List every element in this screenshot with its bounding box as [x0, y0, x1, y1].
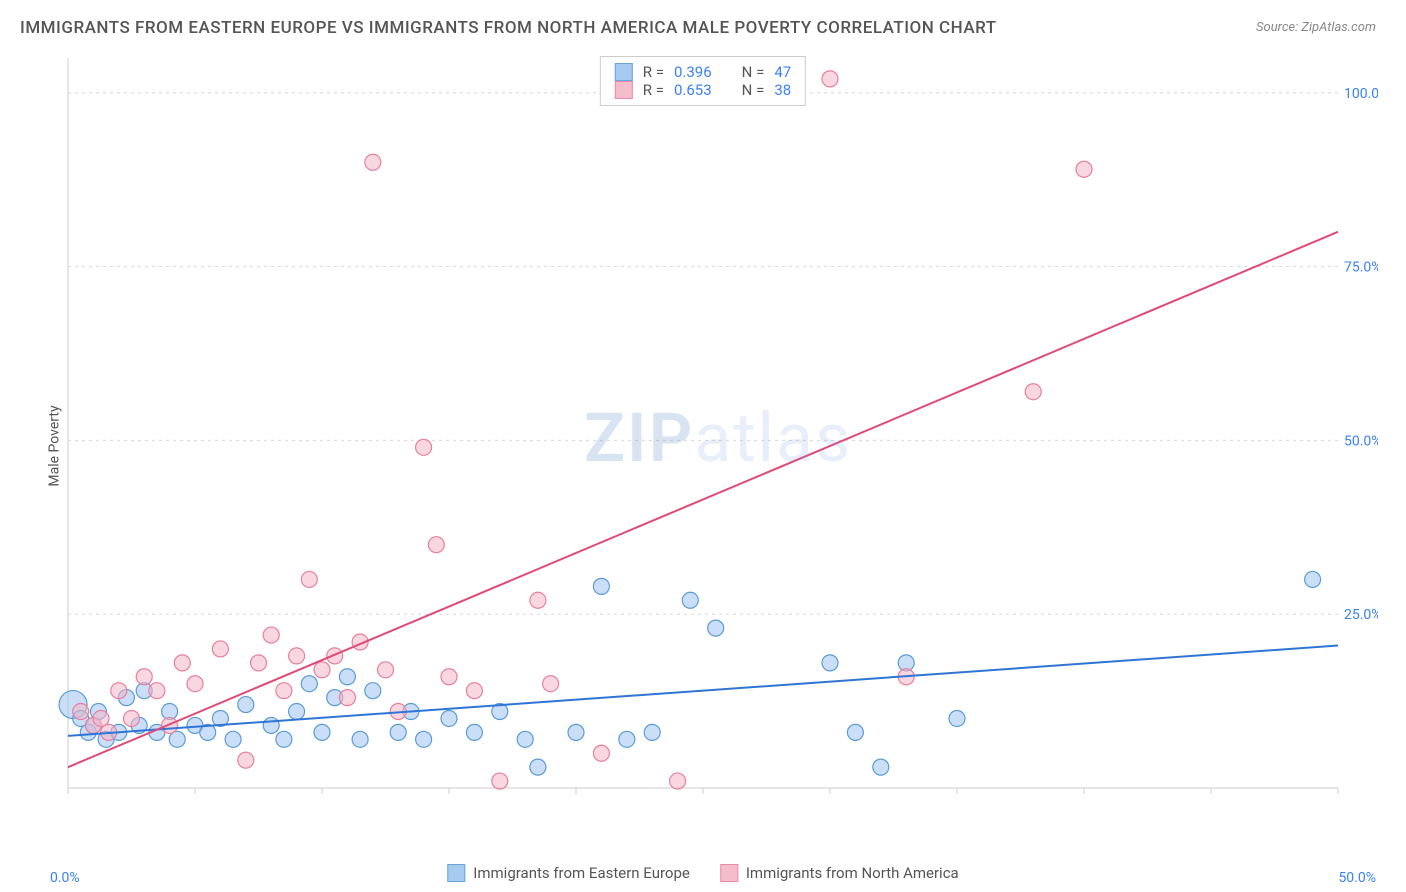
svg-text:100.0%: 100.0%	[1344, 86, 1378, 102]
legend-series: Immigrants from Eastern Europe Immigrant…	[447, 864, 958, 882]
legend-swatch-pink	[720, 864, 738, 882]
legend-swatch-pink	[615, 81, 633, 99]
svg-text:50.0%: 50.0%	[1344, 433, 1378, 449]
legend-item-north-america: Immigrants from North America	[720, 864, 959, 882]
svg-text:75.0%: 75.0%	[1344, 260, 1378, 276]
r-value-1: 0.396	[674, 63, 712, 81]
n-value-1: 47	[774, 63, 791, 81]
legend-label: Immigrants from Eastern Europe	[473, 864, 690, 882]
legend-item-eastern-europe: Immigrants from Eastern Europe	[447, 864, 690, 882]
n-label: N =	[742, 63, 765, 81]
n-value-2: 38	[774, 81, 791, 99]
legend-swatch-blue	[615, 63, 633, 81]
scatter-chart: 25.0% 50.0% 75.0% 100.0%	[58, 48, 1378, 828]
legend-label: Immigrants from North America	[746, 864, 959, 882]
source-label: Source: ZipAtlas.com	[1256, 20, 1376, 35]
r-label: R =	[643, 63, 664, 81]
legend-stats: R = 0.396 N = 47 R = 0.653 N = 38	[600, 56, 806, 106]
r-value-2: 0.653	[674, 81, 712, 99]
chart-title: IMMIGRANTS FROM EASTERN EUROPE VS IMMIGR…	[20, 18, 997, 38]
x-tick-0: 0.0%	[50, 870, 80, 886]
chart-area: 25.0%50.0%75.0%100.0% ZIPatlas	[58, 48, 1378, 828]
svg-text:25.0%: 25.0%	[1344, 607, 1378, 623]
r-label: R =	[643, 81, 664, 99]
legend-swatch-blue	[447, 864, 465, 882]
x-tick-50: 50.0%	[1338, 870, 1376, 886]
legend-stats-row-2: R = 0.653 N = 38	[615, 81, 791, 99]
n-label: N =	[742, 81, 765, 99]
legend-stats-row-1: R = 0.396 N = 47	[615, 63, 791, 81]
